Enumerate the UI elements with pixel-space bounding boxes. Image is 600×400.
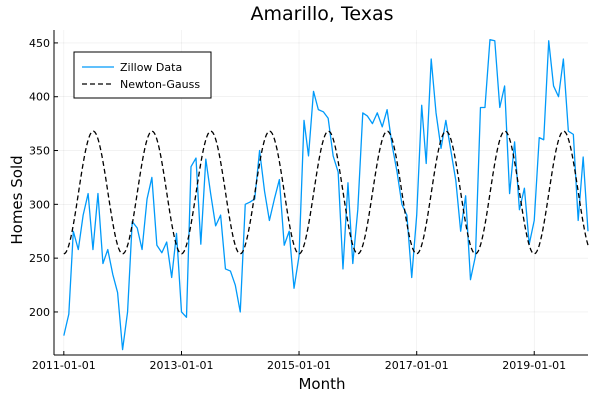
y-tick-label: 200 xyxy=(29,306,50,319)
y-tick-label: 250 xyxy=(29,252,50,265)
x-tick-label: 2017-01-01 xyxy=(385,359,449,372)
legend-box xyxy=(73,51,212,99)
x-tick-label: 2019-01-01 xyxy=(502,359,566,372)
x-tick-label: 2015-01-01 xyxy=(267,359,331,372)
chart-title: Amarillo, Texas xyxy=(250,3,393,25)
series-line-newton-gauss xyxy=(63,130,589,255)
ticks: 200 250 300 350 400 450 2011-01-01 2013-01-01 20… xyxy=(29,37,566,372)
series xyxy=(63,39,589,351)
series-line-zillow-data xyxy=(63,39,589,351)
y-tick-label: 300 xyxy=(29,198,50,211)
legend-label-zillow: Zillow Data xyxy=(120,61,182,74)
x-tick-label: 2013-01-01 xyxy=(150,359,214,372)
axes xyxy=(53,30,588,356)
x-tick-label: 2011-01-01 xyxy=(32,359,96,372)
legend-label-newton-gauss: Newton-Gauss xyxy=(120,78,200,91)
legend: Zillow Data Newton-Gauss xyxy=(73,51,212,99)
y-tick-label: 350 xyxy=(29,145,50,158)
y-tick-label: 450 xyxy=(29,37,50,50)
y-axis-label: Homes Sold xyxy=(8,155,26,244)
x-axis-label: Month xyxy=(298,375,345,393)
y-tick-label: 400 xyxy=(29,91,50,104)
